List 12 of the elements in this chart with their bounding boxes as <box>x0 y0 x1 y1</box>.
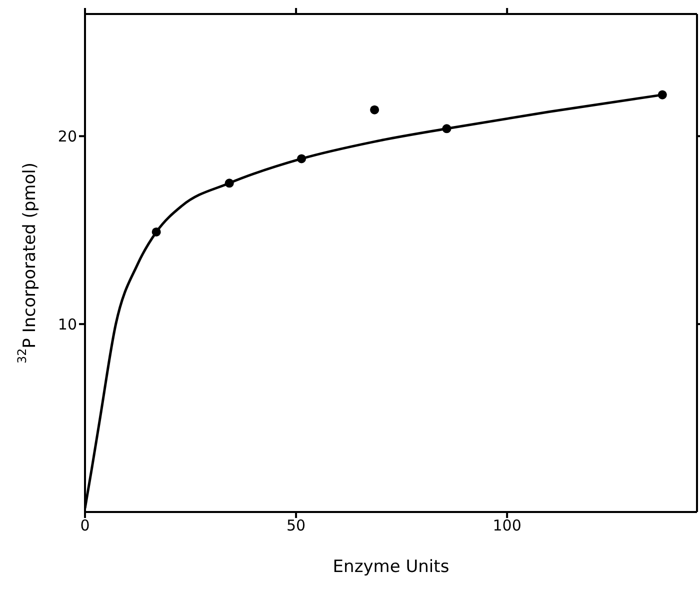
x-tick-label: 0 <box>80 516 90 535</box>
point <box>297 154 306 164</box>
x-axis-title: Enzyme Units <box>332 557 450 577</box>
y-tick-label: 10 <box>58 315 77 334</box>
x-tick-label: 50 <box>286 516 306 535</box>
point <box>152 227 161 236</box>
y-tick-label: 20 <box>58 127 77 146</box>
point <box>442 124 452 134</box>
point <box>224 178 234 188</box>
x-tick-label: 100 <box>492 516 522 535</box>
point <box>658 90 667 100</box>
point <box>370 105 380 114</box>
